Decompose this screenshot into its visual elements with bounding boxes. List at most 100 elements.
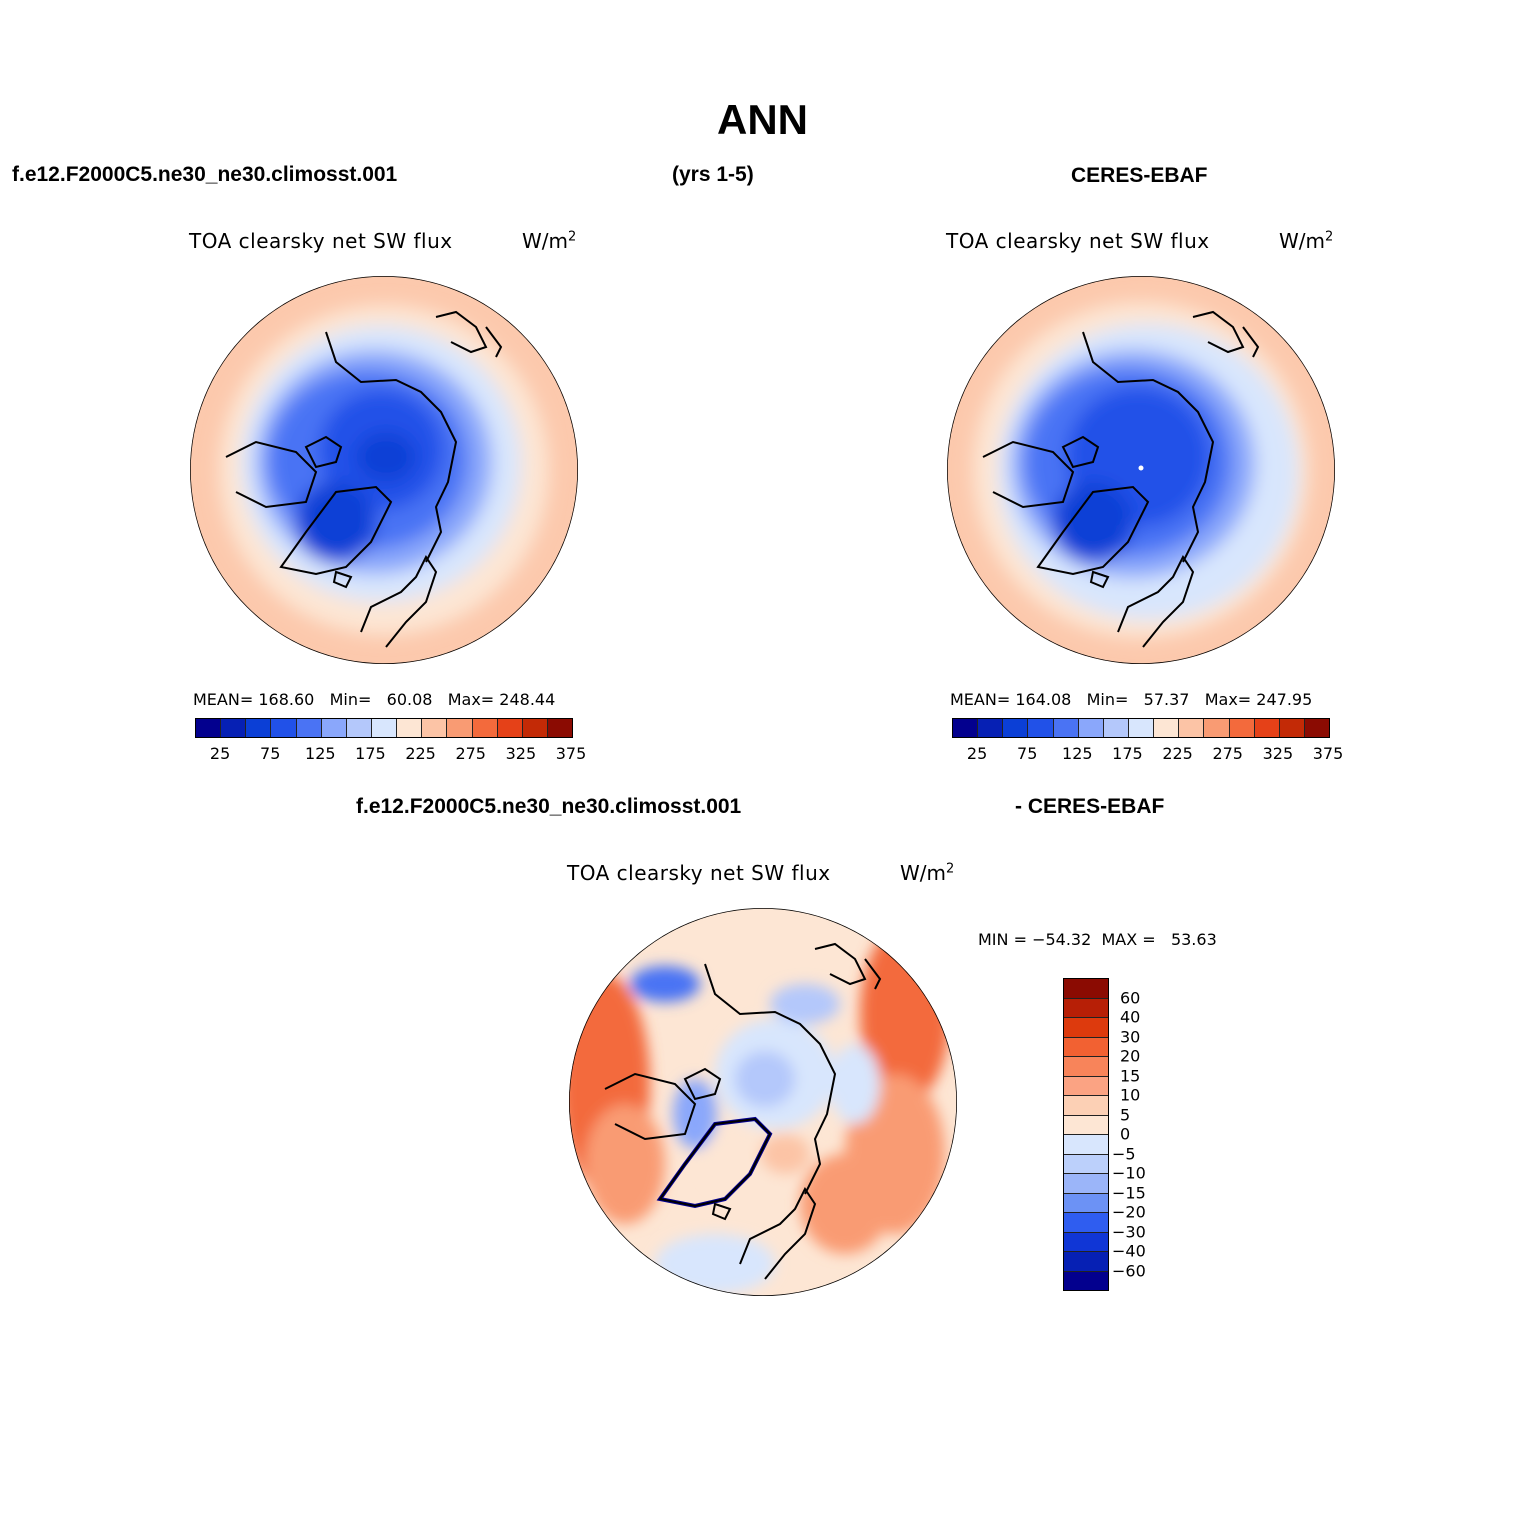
colorbar-tick-label: 125 [1062,744,1093,763]
colorbar-tick-label: 25 [966,744,988,763]
colorbar-tick-label: −30 [1112,1222,1146,1241]
colorbar-tick-label: −10 [1112,1163,1146,1183]
model-min-value: 60.08 [386,690,433,709]
diff-obs-label: - CERES-EBAF [1015,795,1165,818]
colorbar-swatch [346,719,372,737]
obs-min-value: 57.37 [1143,690,1190,709]
colorbar-swatch [1078,719,1104,737]
colorbar-tick-label: 40 [1120,1007,1141,1027]
diff-colorbar-ticks: 60 40 30 20 15 10 5 0 −5 −10 −15 −20 −30 −40 −60 [1112,978,1176,1290]
colorbar-swatch [196,719,222,737]
model-mean-value: 168.60 [258,690,315,709]
obs-polar-map [947,276,1335,664]
diff-panel-unit: W/m2 [900,861,955,885]
colorbar-swatch [1064,1271,1108,1290]
colorbar-swatch [978,719,1004,737]
obs-label: CERES-EBAF [1071,164,1208,187]
colorbar-tick-label: 225 [1162,744,1193,763]
colorbar-swatch [1064,1213,1108,1233]
colorbar-tick-label: 175 [355,744,386,763]
years-label: (yrs 1-5) [672,163,754,186]
diff-stats: MIN = −54.32 MAX = 53.63 [978,930,1217,949]
colorbar-swatch [1103,719,1129,737]
obs-panel-title: TOA clearsky net SW flux [946,229,1210,253]
colorbar-tick-label: 75 [260,744,281,763]
model-case-label: f.e12.F2000C5.ne30_ne30.climosst.001 [12,163,398,186]
colorbar-swatch [371,719,398,737]
colorbar-tick-label: 75 [1017,744,1038,763]
colorbar-tick-label: −40 [1112,1241,1146,1261]
colorbar-tick-label: 30 [1120,1027,1141,1046]
colorbar-swatch [1204,719,1230,737]
colorbar-swatch [1064,1018,1108,1038]
colorbar-swatch [497,719,523,737]
colorbar-tick-label: 275 [455,744,486,763]
colorbar-tick-label: 175 [1112,744,1143,763]
colorbar-swatch [1064,1154,1108,1174]
diff-min-value: −54.32 [1032,930,1092,949]
colorbar-swatch [1128,719,1155,737]
colorbar-swatch [1154,719,1180,737]
colorbar-swatch [1229,719,1255,737]
colorbar-swatch [1064,979,1108,999]
colorbar-swatch [1179,719,1205,737]
colorbar-tick-label: 25 [209,744,231,763]
obs-panel-unit: W/m2 [1279,229,1334,253]
colorbar-tick-label: 325 [1262,744,1294,763]
obs-max-label: Max= [1204,690,1252,709]
colorbar-swatch [953,719,979,737]
colorbar-tick-label: −5 [1112,1144,1136,1163]
colorbar-tick-label: 375 [1312,744,1344,763]
colorbar-tick-label: 375 [555,744,587,763]
colorbar-swatch [1028,719,1054,737]
diff-max-label: MAX = [1101,930,1156,949]
colorbar-swatch [1064,1096,1108,1116]
model-colorbar-ticks: 25 75 125 175 225 275 325 375 [195,744,586,764]
colorbar-swatch [271,719,297,737]
colorbar-swatch [1064,1135,1108,1155]
colorbar-swatch [296,719,322,737]
colorbar-swatch [1064,1252,1108,1272]
colorbar-tick-label: −15 [1112,1183,1146,1202]
diff-colorbar [1063,978,1109,1291]
colorbar-tick-label: 10 [1120,1085,1141,1105]
model-max-label: Max= [447,690,495,709]
obs-stats: MEAN= 164.08 Min= 57.37 Max= 247.95 [950,690,1312,709]
model-min-label: Min= [329,690,372,709]
model-polar-map [190,276,578,664]
colorbar-swatch [1064,1076,1108,1096]
obs-max-value: 247.95 [1256,690,1313,709]
colorbar-tick-label: 60 [1120,988,1141,1007]
colorbar-tick-label: 20 [1120,1046,1141,1066]
figure-title: ANN [717,96,808,143]
obs-colorbar-ticks: 25 75 125 175 225 275 325 375 [952,744,1343,764]
obs-colorbar [952,718,1330,738]
colorbar-swatch [1053,719,1079,737]
colorbar-swatch [397,719,423,737]
colorbar-swatch [472,719,498,737]
diff-max-value: 53.63 [1170,930,1217,949]
model-max-value: 248.44 [499,690,556,709]
colorbar-swatch [246,719,272,737]
model-mean-label: MEAN= [193,690,254,709]
colorbar-tick-label: −20 [1112,1202,1146,1222]
model-panel-unit: W/m2 [522,229,577,253]
colorbar-swatch [522,719,548,737]
colorbar-tick-label: 275 [1212,744,1243,763]
colorbar-tick-label: −60 [1112,1261,1146,1280]
obs-mean-label: MEAN= [950,690,1011,709]
colorbar-swatch [447,719,473,737]
colorbar-swatch [1064,1037,1108,1057]
colorbar-swatch [1064,1232,1108,1252]
diff-min-label: MIN = [978,930,1027,949]
colorbar-swatch [1304,719,1330,737]
colorbar-swatch [1254,719,1280,737]
obs-mean-value: 164.08 [1015,690,1072,709]
model-colorbar [195,718,573,738]
colorbar-swatch [1064,1115,1108,1135]
colorbar-swatch [321,719,347,737]
colorbar-tick-label: 325 [505,744,537,763]
colorbar-swatch [422,719,448,737]
model-panel-title: TOA clearsky net SW flux [189,229,453,253]
colorbar-swatch [221,719,247,737]
